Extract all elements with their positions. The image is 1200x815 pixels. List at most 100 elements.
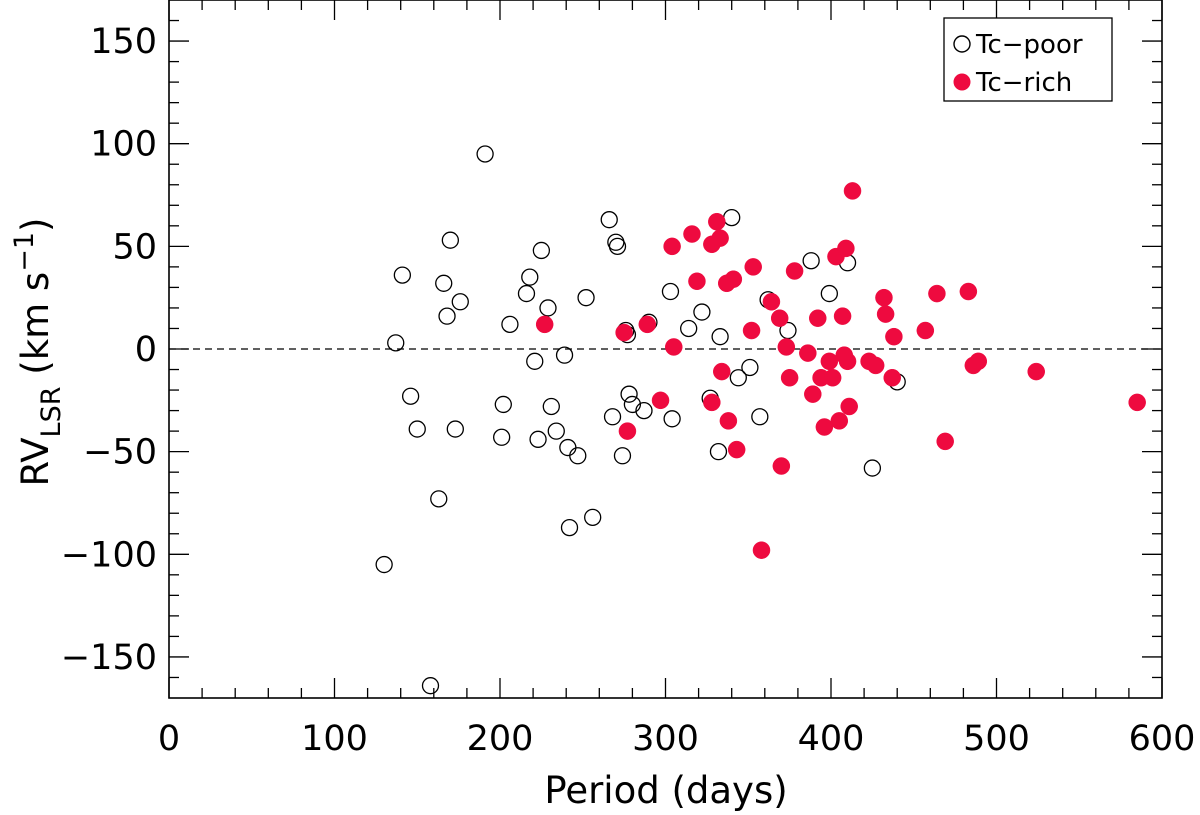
tc-rich-point	[809, 309, 827, 327]
tc-rich-point	[883, 368, 901, 387]
tc-poor-point	[802, 252, 820, 270]
tc-rich-point	[959, 282, 978, 301]
tc-rich-point	[719, 412, 738, 430]
tc-poor-point	[709, 442, 728, 461]
tc-poor-point	[623, 395, 642, 414]
data-points	[375, 145, 1146, 695]
tc-rich-point	[843, 182, 862, 200]
x-axis-title: Period (days)	[544, 769, 787, 812]
tick-labels: 0 100 200 300 400 500 600 −150 −100 −50 0 50 100 150	[61, 22, 1196, 759]
tc-poor-point	[387, 334, 405, 352]
tc-poor-point	[584, 508, 602, 526]
y-tick-label: 100	[90, 125, 157, 165]
x-tick-label: 100	[301, 719, 368, 759]
tc-poor-point	[435, 274, 453, 292]
tc-poor-point	[613, 447, 632, 465]
tc-rich-point	[777, 338, 796, 356]
tc-rich-point	[638, 315, 657, 334]
legend-box	[943, 17, 1113, 102]
tc-rich-point	[703, 393, 721, 412]
x-tick-label: 200	[467, 719, 534, 759]
tc-poor-point	[476, 145, 494, 163]
tc-rich-point	[535, 315, 554, 334]
y-tick-label: 150	[90, 22, 157, 62]
x-tick-label: 0	[158, 719, 180, 759]
tc-rich-point	[799, 344, 817, 362]
tc-rich-point	[683, 225, 701, 243]
tc-poor-point	[693, 303, 711, 321]
y-axis-title-main: RV	[14, 437, 57, 486]
y-axis-title-superscript: −1	[9, 232, 40, 272]
legend-label-tc-poor: Tc−poor	[975, 30, 1083, 60]
tc-rich-point	[618, 422, 637, 440]
tc-rich-point	[837, 239, 855, 258]
y-axis-title-units-close: )	[14, 218, 57, 232]
tc-poor-point	[603, 408, 622, 426]
tc-rich-point	[840, 397, 858, 416]
tc-rich-point	[928, 284, 946, 303]
tc-poor-point	[539, 299, 557, 317]
tc-rich-point	[916, 321, 935, 340]
tc-rich-point	[830, 412, 849, 430]
y-tick-label: 0	[135, 330, 157, 370]
tc-rich-point	[875, 288, 893, 307]
tc-poor-point	[438, 307, 456, 325]
tc-poor-point	[521, 268, 539, 286]
tc-poor-point	[517, 284, 536, 303]
tc-rich-point	[1027, 362, 1045, 381]
y-tick-label: −100	[61, 535, 157, 575]
tc-poor-point	[446, 420, 464, 438]
tc-poor-point	[863, 459, 882, 477]
tc-poor-point	[532, 241, 551, 260]
tc-poor-point	[430, 490, 448, 508]
tc-poor-point	[421, 677, 440, 695]
tc-poor-point	[408, 420, 426, 438]
legend-marker-tc-rich	[953, 73, 971, 91]
tc-rich-point	[651, 391, 670, 410]
tc-poor-point	[542, 397, 560, 416]
tc-rich-point	[838, 352, 857, 371]
tc-rich-point	[708, 212, 726, 231]
tc-rich-point	[804, 385, 822, 403]
tc-rich-point	[762, 293, 781, 311]
tc-rich-point	[727, 440, 746, 459]
tc-poor-point	[729, 369, 747, 387]
y-axis-title-units-open: (km s	[14, 272, 57, 387]
tc-rich-point	[1128, 393, 1146, 412]
tc-poor-point	[569, 447, 587, 465]
tc-rich-point	[752, 541, 771, 559]
tc-poor-point	[494, 395, 512, 414]
tc-rich-point	[615, 323, 633, 342]
x-tick-label: 600	[1129, 719, 1196, 759]
tc-rich-point	[785, 262, 804, 280]
tc-poor-point	[441, 231, 460, 249]
legend: Tc−poor Tc−rich	[943, 17, 1113, 102]
tc-poor-point	[526, 352, 544, 370]
tc-poor-point	[600, 211, 618, 229]
tc-poor-point	[635, 401, 653, 420]
tc-rich-point	[713, 362, 731, 381]
tc-rich-point	[665, 338, 683, 356]
tc-poor-point	[393, 266, 412, 284]
tc-rich-point	[823, 368, 842, 387]
x-tick-label: 400	[798, 719, 865, 759]
tc-poor-point	[608, 237, 627, 256]
tc-poor-point	[680, 319, 698, 338]
tc-poor-point	[555, 346, 574, 364]
tc-poor-point	[663, 410, 681, 428]
tc-poor-point	[559, 438, 577, 457]
tc-poor-point	[501, 315, 519, 334]
tc-poor-point	[493, 428, 511, 446]
tc-rich-point	[724, 270, 743, 288]
tc-rich-point	[688, 272, 706, 291]
tc-rich-point	[742, 321, 761, 340]
legend-label-tc-rich: Tc−rich	[975, 68, 1072, 98]
legend-marker-tc-poor	[953, 35, 971, 53]
tc-poor-point	[661, 282, 680, 301]
tc-rich-point	[711, 229, 729, 247]
tc-poor-point	[820, 284, 838, 303]
tc-rich-point	[833, 307, 852, 325]
plot-area-frame	[168, 0, 1163, 699]
tc-rich-point	[770, 309, 789, 327]
